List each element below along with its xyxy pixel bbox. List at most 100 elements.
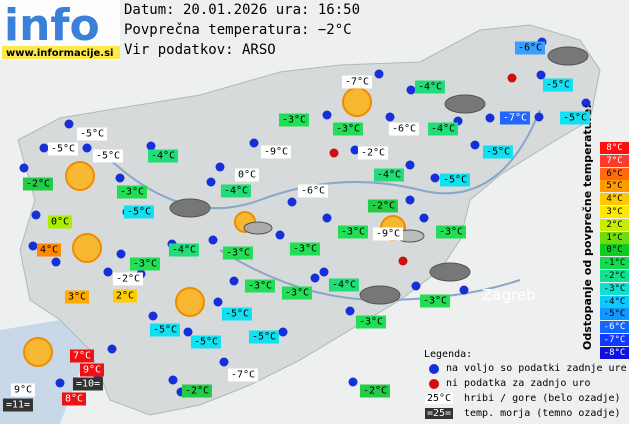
legend-title: Legenda: <box>424 349 473 360</box>
station-dot <box>310 273 320 283</box>
station-dot <box>406 85 416 95</box>
station-temp: -6°C <box>297 184 329 198</box>
station-dot <box>345 306 355 316</box>
source-line: Vir podatkov: ARSO <box>124 42 276 58</box>
station-dot <box>208 235 218 245</box>
station-temp: 9°C <box>79 363 105 377</box>
station-temp: 3°C <box>64 290 90 304</box>
station-temp: -4°C <box>220 184 252 198</box>
station-temp: -2°C <box>112 272 144 286</box>
station-temp: -5°C <box>221 307 253 321</box>
station-dot <box>405 160 415 170</box>
station-dot <box>168 375 178 385</box>
station-temp: -2°C <box>22 177 54 191</box>
station-dot <box>82 143 92 153</box>
scale-step: 0°C <box>600 244 629 257</box>
station-temp: 9°C <box>10 383 36 397</box>
station-dot <box>116 249 126 259</box>
station-dot <box>183 327 193 337</box>
station-dot <box>459 285 469 295</box>
station-dot <box>419 213 429 223</box>
station-temp: -3°C <box>281 286 313 300</box>
station-dot <box>148 311 158 321</box>
scale-step: 8°C <box>600 142 629 154</box>
station-temp: 7°C <box>69 349 95 363</box>
station-dot <box>319 267 329 277</box>
station-temp: -3°C <box>332 122 364 136</box>
scale-step: -1°C <box>600 257 629 270</box>
legend-sample: =25= <box>425 408 454 419</box>
station-temp: -2°C <box>367 199 399 213</box>
station-dot <box>215 162 225 172</box>
station-temp: 0°C <box>47 215 73 229</box>
station-temp: -6°C <box>388 122 420 136</box>
place-name: Zagreb <box>482 286 536 304</box>
station-temp: -7°C <box>499 111 531 125</box>
station-temp: -5°C <box>76 127 108 141</box>
station-dot <box>322 213 332 223</box>
date-line: Datum: 20.01.2026 ura: 16:50 <box>124 2 361 18</box>
scale-step: -6°C <box>600 321 629 334</box>
station-temp: -5°C <box>92 149 124 163</box>
station-dot <box>581 98 591 108</box>
logo-url: www.informacije.si <box>6 48 114 59</box>
station-temp: -5°C <box>439 173 471 187</box>
station-temp: -3°C <box>337 225 369 239</box>
station-dot <box>287 197 297 207</box>
scale-step: -5°C <box>600 308 629 321</box>
station-temp: -7°C <box>341 75 373 89</box>
station-dot <box>430 173 440 183</box>
station-dot-missing <box>507 73 517 83</box>
station-temp: -3°C <box>278 113 310 127</box>
station-dot <box>146 141 156 151</box>
station-dot <box>322 110 332 120</box>
station-dot <box>103 267 113 277</box>
station-dot <box>470 140 480 150</box>
scale-step: 6°C <box>600 167 629 180</box>
station-dot <box>275 230 285 240</box>
station-dot-missing <box>329 148 339 158</box>
station-temp: -5°C <box>559 111 591 125</box>
station-dot <box>206 177 216 187</box>
station-dot <box>348 377 358 387</box>
station-temp: -2°C <box>357 146 389 160</box>
scale-step: 7°C <box>600 154 629 167</box>
station-temp: -4°C <box>147 149 179 163</box>
scale-step: -7°C <box>600 334 629 346</box>
station-dot <box>405 195 415 205</box>
legend-sample: 25°C <box>425 393 454 404</box>
station-temp: -9°C <box>260 145 292 159</box>
station-temp: -5°C <box>542 78 574 92</box>
station-temp: -4°C <box>427 122 459 136</box>
legend-text: temp. morja (temno ozadje) <box>464 408 621 419</box>
station-temp: -4°C <box>373 168 405 182</box>
station-temp: -4°C <box>414 80 446 94</box>
station-temp: -3°C <box>355 315 387 329</box>
station-temp: -3°C <box>289 242 321 256</box>
station-dot <box>115 173 125 183</box>
scale-step: 1°C <box>600 231 629 244</box>
station-temp: -5°C <box>248 330 280 344</box>
station-temp: 2°C <box>112 289 138 303</box>
station-temp: 0°C <box>234 168 260 182</box>
station-temp: -2°C <box>181 384 213 398</box>
station-temp: =10= <box>72 377 104 391</box>
station-dot <box>278 327 288 337</box>
station-dot <box>536 70 546 80</box>
station-dot <box>350 145 360 155</box>
station-dot-missing <box>398 256 408 266</box>
scale-step: -3°C <box>600 282 629 295</box>
station-dot <box>51 257 61 267</box>
station-temp: -2°C <box>359 384 391 398</box>
station-dot <box>39 143 49 153</box>
station-dot <box>213 297 223 307</box>
station-temp: -7°C <box>227 368 259 382</box>
legend-text: ni podatka za zadnjo uro <box>446 378 591 389</box>
station-temp: -3°C <box>419 294 451 308</box>
station-dot <box>107 344 117 354</box>
station-dot <box>385 112 395 122</box>
station-dot <box>374 69 384 79</box>
station-dot <box>219 357 229 367</box>
